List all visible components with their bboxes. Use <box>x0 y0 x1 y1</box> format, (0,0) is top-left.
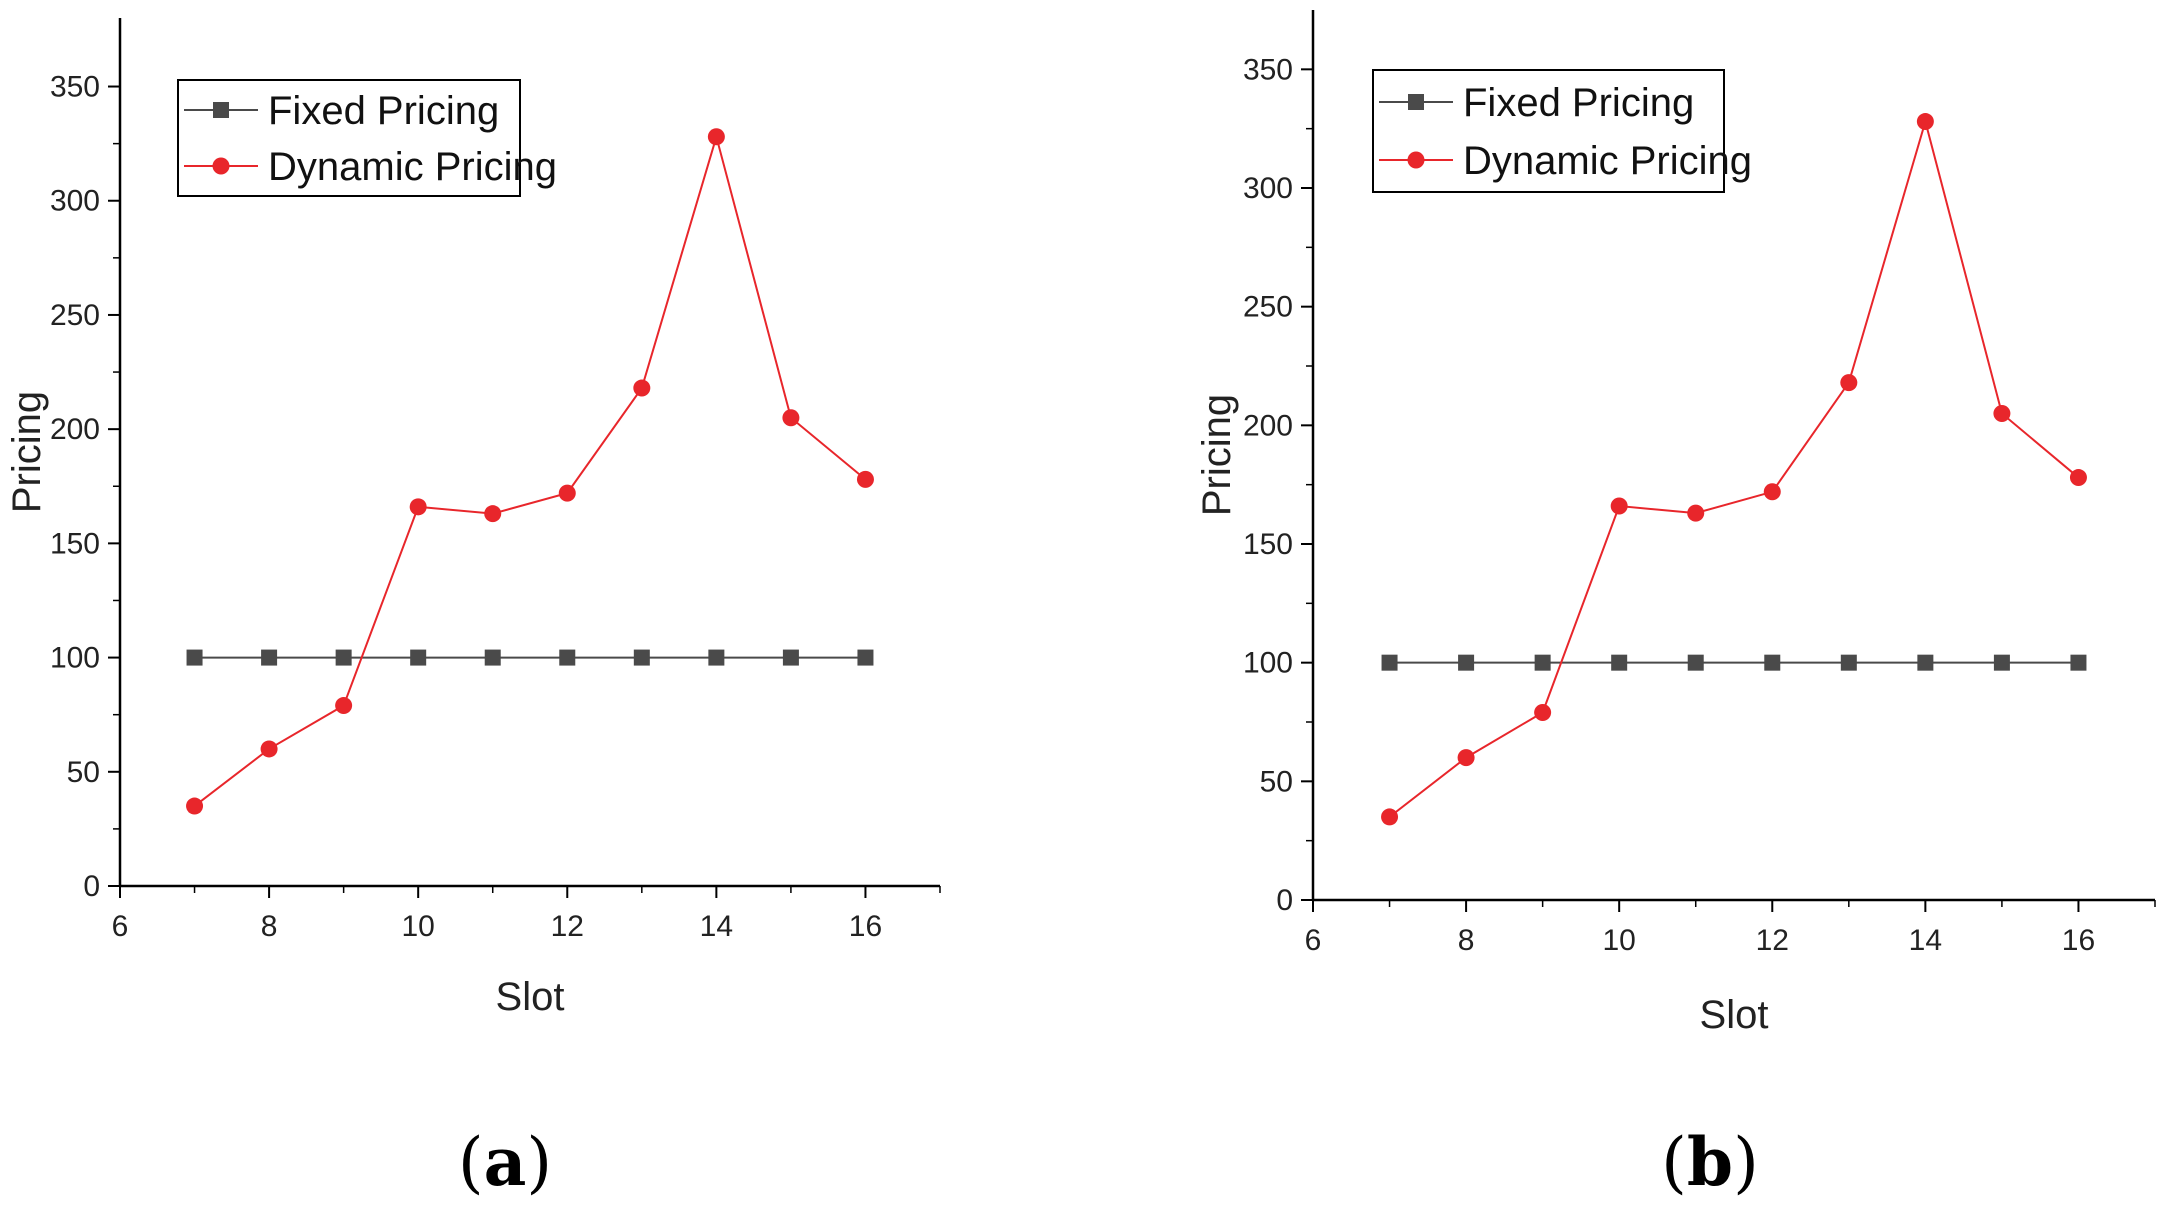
legend-marker-fixed-pricing <box>1408 94 1424 110</box>
fixed-pricing-point <box>410 649 427 666</box>
y-tick-label: 150 <box>50 527 100 560</box>
y-tick-label: 300 <box>50 185 100 218</box>
y-axis-title: Pricing <box>5 391 49 513</box>
dynamic-pricing-point <box>484 505 502 523</box>
x-axis-title: Slot <box>496 975 565 1019</box>
x-tick-label: 6 <box>1305 924 1322 957</box>
dynamic-pricing-point <box>1610 497 1628 515</box>
dynamic-pricing-point <box>2069 469 2087 487</box>
y-tick-label: 250 <box>1243 291 1293 324</box>
y-tick-label: 200 <box>1243 409 1293 442</box>
legend-label-fixed-pricing: Fixed Pricing <box>268 89 499 133</box>
x-tick-label: 16 <box>2062 924 2095 957</box>
fixed-pricing-point <box>1381 654 1398 671</box>
dynamic-pricing-point <box>782 409 800 427</box>
y-axis-title: Pricing <box>1195 394 1239 516</box>
fixed-pricing-point <box>1534 654 1551 671</box>
dynamic-pricing-point <box>186 797 204 815</box>
chart-panel-a: 0 50 100 150 200 250 300 350 6 8 10 12 14 16 Slot Prici… <box>5 18 941 1201</box>
x-tick-label: 8 <box>1458 924 1475 957</box>
dynamic-pricing-point <box>1916 113 1934 131</box>
fixed-pricing-point <box>1458 654 1475 671</box>
panel-label: (a) <box>458 1123 552 1201</box>
dynamic-pricing-point <box>1381 808 1399 826</box>
legend: Fixed Pricing Dynamic Pricing <box>177 79 557 197</box>
dynamic-pricing-point <box>1763 483 1781 501</box>
x-axis-title: Slot <box>1700 993 1769 1037</box>
dynamic-pricing-point <box>409 498 427 516</box>
x-tick-label: 8 <box>261 910 278 943</box>
fixed-pricing-point <box>2070 654 2087 671</box>
legend-box <box>1372 69 1725 193</box>
legend-label-dynamic-pricing: Dynamic Pricing <box>1463 139 1752 183</box>
dynamic-pricing-point <box>1457 749 1475 767</box>
dynamic-pricing-point <box>1993 404 2011 422</box>
x-tick-label: 12 <box>1756 924 1789 957</box>
y-tick-label: 0 <box>1276 884 1293 917</box>
legend-label-fixed-pricing: Fixed Pricing <box>1463 81 1694 125</box>
fixed-pricing-point <box>708 649 725 666</box>
fixed-pricing-point <box>1840 654 1857 671</box>
y-tick-label: 100 <box>50 642 100 675</box>
legend-marker-fixed-pricing <box>213 102 229 118</box>
y-tick-label: 350 <box>1243 53 1293 86</box>
dynamic-pricing-point <box>1840 374 1858 392</box>
fixed-pricing-point <box>559 649 576 666</box>
dynamic-pricing-point <box>558 484 576 502</box>
legend-marker-dynamic-pricing <box>212 157 230 175</box>
x-tick-label: 10 <box>401 910 434 943</box>
dynamic-pricing-point <box>856 470 874 488</box>
panel-label: (b) <box>1661 1123 1759 1201</box>
y-tick-label: 350 <box>50 71 100 104</box>
fixed-pricing-point <box>1917 654 1934 671</box>
dynamic-pricing-point <box>1687 504 1705 522</box>
panel-label-open-paren: ( <box>458 1124 484 1201</box>
legend-label-dynamic-pricing: Dynamic Pricing <box>268 145 557 189</box>
fixed-pricing-point <box>1687 654 1704 671</box>
dynamic-pricing-line <box>1388 117 2080 818</box>
fixed-pricing-point <box>261 649 278 666</box>
fixed-pricing-point <box>186 649 203 666</box>
dynamic-pricing-point <box>633 379 651 397</box>
panel-label-close-paren: ) <box>526 1124 552 1201</box>
fixed-pricing-point <box>633 649 650 666</box>
y-tick-label: 200 <box>50 413 100 446</box>
x-tick-label: 10 <box>1602 924 1635 957</box>
y-tick-label: 0 <box>83 870 100 903</box>
x-tick-label: 14 <box>1909 924 1942 957</box>
fixed-pricing-point <box>335 649 352 666</box>
chart-panel-b: 0 50 100 150 200 250 300 350 6 8 10 12 14 16 Slot Prici… <box>1195 10 2156 1201</box>
fixed-pricing-point <box>857 649 874 666</box>
legend-box <box>177 79 521 197</box>
legend-marker-dynamic-pricing <box>1407 151 1425 169</box>
y-tick-label: 250 <box>50 299 100 332</box>
x-tick-label: 6 <box>112 910 129 943</box>
panel-label-letter: a <box>484 1123 527 1201</box>
y-tick-label: 50 <box>67 756 100 789</box>
dynamic-pricing-point <box>707 128 725 146</box>
dynamic-pricing-line <box>193 133 867 807</box>
panel-label-close-paren: ) <box>1733 1124 1759 1201</box>
fixed-pricing-point <box>782 649 799 666</box>
fixed-pricing-point <box>1611 654 1628 671</box>
y-tick-label: 100 <box>1243 647 1293 680</box>
y-tick-label: 50 <box>1260 765 1293 798</box>
panel-label-open-paren: ( <box>1661 1124 1687 1201</box>
x-tick-label: 16 <box>849 910 882 943</box>
dynamic-pricing-point <box>335 697 353 715</box>
x-tick-label: 14 <box>700 910 733 943</box>
fixed-pricing-point <box>1764 654 1781 671</box>
legend: Fixed Pricing Dynamic Pricing <box>1372 69 1752 193</box>
fixed-pricing-point <box>1993 654 2010 671</box>
panel-label-letter: b <box>1687 1123 1733 1201</box>
y-tick-label: 300 <box>1243 172 1293 205</box>
dynamic-pricing-point <box>1534 704 1552 722</box>
dynamic-pricing-point <box>260 740 278 758</box>
fixed-pricing-point <box>484 649 501 666</box>
x-tick-label: 12 <box>551 910 584 943</box>
y-tick-label: 150 <box>1243 528 1293 561</box>
